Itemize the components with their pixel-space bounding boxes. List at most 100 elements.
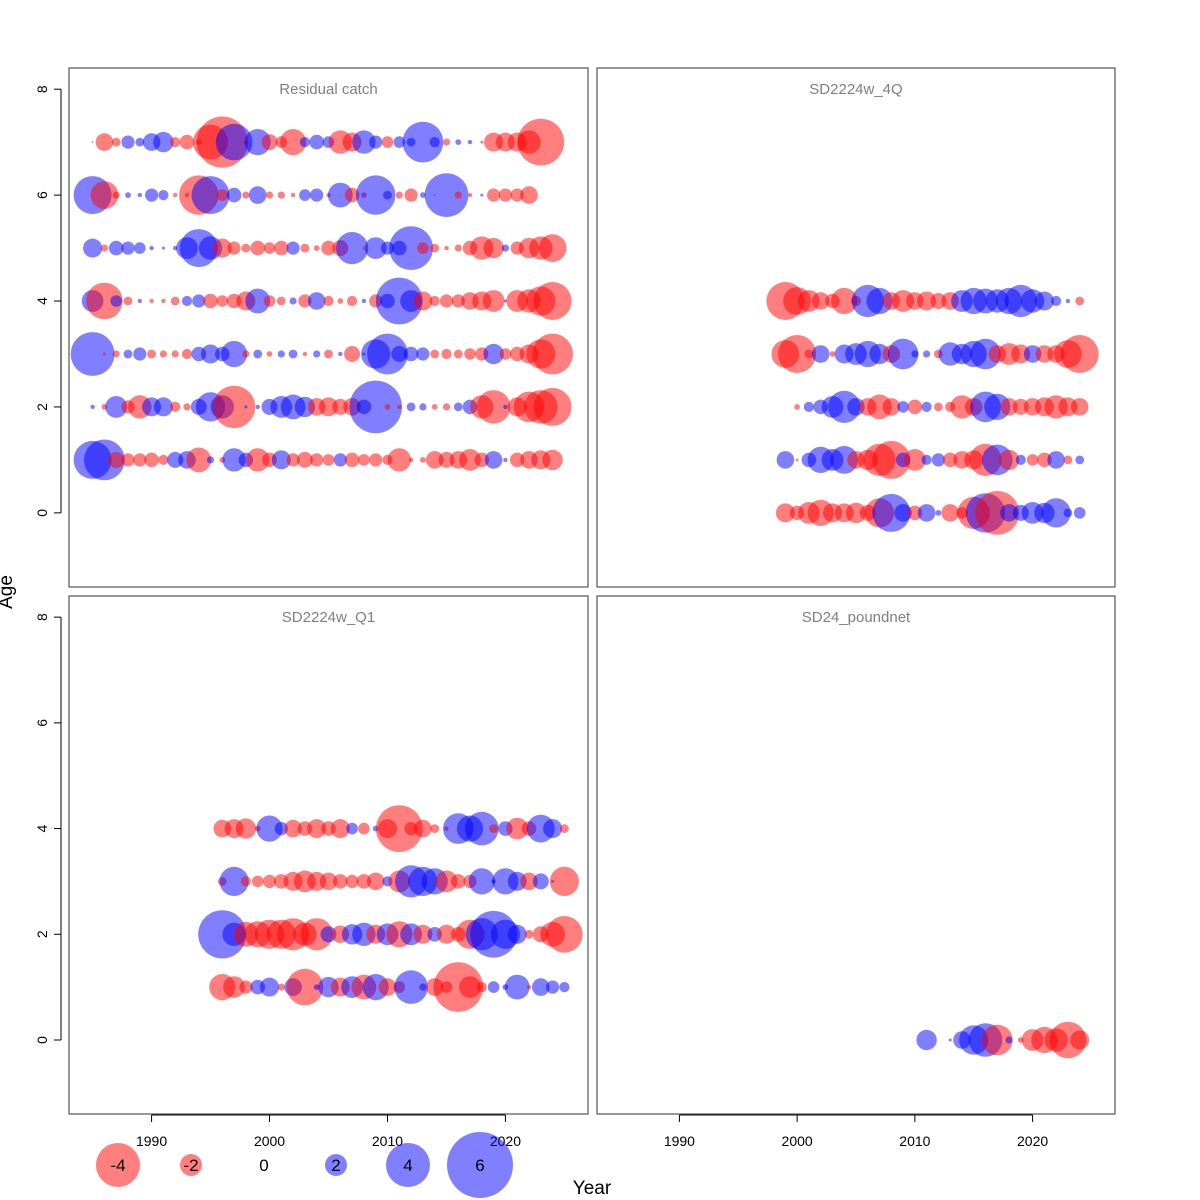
bubble-point: [356, 175, 396, 215]
bubble-point: [149, 298, 154, 304]
bubble-point: [137, 298, 142, 304]
bubble-point: [135, 137, 145, 147]
bubble-point: [125, 192, 131, 199]
legend-label: 4: [403, 1156, 412, 1175]
bubble-point: [309, 134, 325, 150]
bubble-point: [286, 968, 324, 1006]
bubble-point: [429, 295, 440, 307]
bubble-point: [299, 189, 311, 201]
bubble-point: [402, 121, 444, 163]
bubble-point: [288, 349, 298, 359]
bubble-point: [171, 350, 179, 358]
bubble-point: [161, 298, 166, 304]
bubble-point: [158, 454, 169, 465]
bubble-point: [408, 457, 414, 463]
bubble-point: [794, 404, 800, 410]
y-tick-label: 0: [34, 509, 50, 517]
bubble-point: [431, 404, 438, 410]
bubble-point: [95, 133, 114, 151]
bubble-point: [263, 295, 276, 307]
bubble-point: [420, 192, 426, 199]
bubble-point: [158, 190, 169, 201]
bubble-point: [467, 192, 473, 198]
bubble-point: [206, 456, 215, 464]
bubble-point: [498, 188, 512, 202]
bubble-point: [451, 294, 465, 308]
bubble-point: [133, 347, 147, 361]
bubble-point: [387, 448, 411, 472]
y-axis-label: Age: [0, 575, 17, 609]
bubble-point: [336, 232, 369, 265]
bubble-group: [916, 1021, 1090, 1059]
bubble-point: [811, 292, 830, 310]
bubble-point: [524, 929, 534, 939]
bubble-point: [1051, 295, 1062, 307]
bubble-point: [526, 984, 532, 990]
bubble-point: [887, 338, 919, 370]
bubble-point: [804, 349, 814, 359]
bubble-point: [439, 294, 454, 308]
bubble-point: [153, 131, 174, 153]
bubble-point: [1005, 1036, 1013, 1044]
bubble-point: [361, 298, 367, 304]
bubble-point: [1075, 455, 1085, 465]
legend-label: -2: [183, 1156, 198, 1175]
bubble-point: [356, 874, 372, 889]
bubble-point: [300, 918, 333, 951]
bubble-point: [261, 134, 278, 151]
bubble-point: [404, 188, 418, 202]
bubble-point: [344, 346, 361, 362]
bubble-point: [882, 398, 901, 416]
bubble-point: [134, 242, 146, 254]
bubble-point: [338, 351, 343, 357]
bubble-point: [917, 504, 936, 522]
bubble-point: [121, 135, 135, 149]
bubble-point: [941, 504, 959, 522]
bubble-point: [347, 295, 358, 307]
bubble-point: [277, 983, 285, 991]
bubble-point: [159, 350, 167, 358]
bubble-point: [845, 502, 867, 524]
bubble-point: [533, 282, 572, 320]
bubble-point: [121, 453, 135, 467]
bubble-point: [560, 824, 569, 833]
bubble-point: [917, 291, 937, 311]
bubble-point: [170, 401, 181, 412]
bubble-point: [831, 287, 858, 315]
bubble-point: [483, 237, 504, 259]
bubble-point: [364, 237, 387, 259]
bubble-point: [216, 295, 229, 307]
bubble-point: [1034, 291, 1054, 311]
bubble-point: [198, 910, 247, 959]
bubble-point: [265, 191, 274, 199]
bubble-point: [375, 277, 423, 325]
panel-frame: [596, 595, 1116, 1115]
bubble-point: [181, 295, 193, 307]
bubble-point: [897, 401, 909, 413]
bubble-point: [546, 916, 583, 953]
y-tick-label: 8: [34, 85, 50, 93]
bubble-point: [322, 454, 335, 466]
y-tick-label: 6: [34, 719, 50, 727]
bubble-point: [170, 137, 181, 148]
bubble-point: [923, 350, 931, 358]
y-tick-label: 8: [34, 613, 50, 621]
bubble-point: [1070, 1030, 1090, 1050]
bubble-point: [344, 452, 360, 468]
bubble-point: [375, 805, 423, 852]
bubble-point: [313, 245, 320, 252]
panels: Residual catch SD2224w_4Q SD2224w_Q1 SD24_p…: [68, 67, 1116, 1115]
bubble-point: [367, 333, 408, 375]
bubble-point: [145, 188, 159, 202]
bubble-point: [266, 351, 273, 357]
x-tick-label: 2010: [372, 1133, 403, 1149]
bubble-point: [391, 346, 408, 362]
bubble-point: [212, 238, 232, 258]
bubble-point: [437, 924, 456, 944]
bubble-point: [299, 137, 310, 148]
bubble-point: [503, 457, 508, 463]
bubble-point: [467, 139, 473, 145]
bubble-point: [417, 242, 429, 254]
bubble-point: [468, 868, 495, 895]
